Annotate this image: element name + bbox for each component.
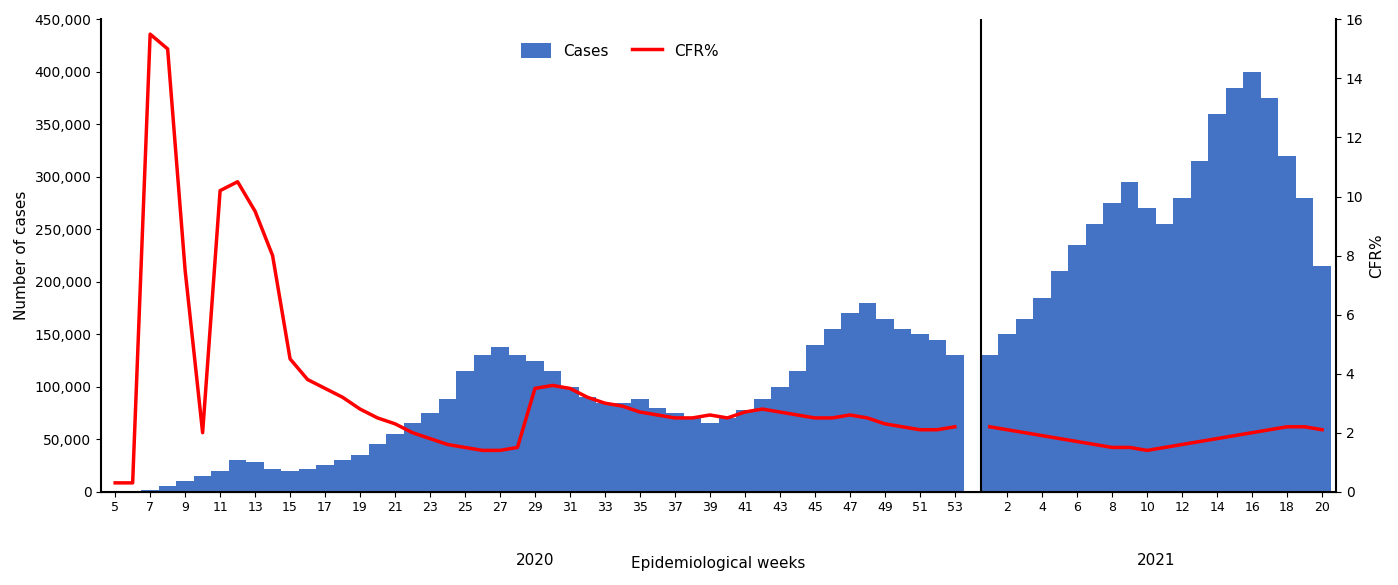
- X-axis label: Epidemiological weeks: Epidemiological weeks: [632, 556, 805, 571]
- Bar: [456, 371, 474, 492]
- Bar: [281, 471, 299, 492]
- Bar: [596, 402, 614, 492]
- Bar: [124, 491, 141, 492]
- Bar: [1068, 245, 1086, 492]
- Bar: [1261, 98, 1278, 492]
- Bar: [421, 413, 439, 492]
- Bar: [1156, 224, 1173, 492]
- Bar: [684, 418, 702, 492]
- Bar: [176, 481, 194, 492]
- Bar: [1296, 198, 1313, 492]
- Bar: [159, 487, 176, 492]
- Bar: [299, 469, 316, 492]
- Bar: [1226, 88, 1243, 492]
- Bar: [246, 462, 264, 492]
- Text: 2020: 2020: [516, 553, 554, 568]
- Bar: [264, 469, 281, 492]
- Bar: [561, 387, 579, 492]
- Bar: [316, 466, 334, 492]
- Bar: [526, 360, 544, 492]
- Bar: [928, 339, 946, 492]
- Bar: [1051, 271, 1068, 492]
- Bar: [737, 410, 754, 492]
- Bar: [1243, 72, 1261, 492]
- Bar: [981, 355, 998, 492]
- Bar: [877, 319, 893, 492]
- Bar: [858, 303, 877, 492]
- Bar: [1121, 182, 1138, 492]
- Y-axis label: CFR%: CFR%: [1369, 233, 1384, 278]
- Bar: [1278, 156, 1296, 492]
- Bar: [1208, 114, 1226, 492]
- Bar: [211, 471, 229, 492]
- Bar: [1086, 224, 1103, 492]
- Y-axis label: Number of cases: Number of cases: [14, 191, 29, 320]
- Bar: [386, 434, 404, 492]
- Bar: [369, 445, 386, 492]
- Bar: [823, 329, 842, 492]
- Bar: [807, 345, 823, 492]
- Bar: [141, 490, 159, 492]
- Bar: [911, 334, 928, 492]
- Bar: [772, 387, 788, 492]
- Bar: [667, 413, 684, 492]
- Bar: [229, 460, 246, 492]
- Bar: [544, 371, 561, 492]
- Bar: [474, 355, 491, 492]
- Bar: [998, 334, 1016, 492]
- Bar: [491, 347, 509, 492]
- Bar: [334, 460, 351, 492]
- Legend: Cases, CFR%: Cases, CFR%: [514, 36, 726, 65]
- Bar: [649, 408, 667, 492]
- Text: 2021: 2021: [1137, 553, 1176, 568]
- Bar: [946, 355, 963, 492]
- Bar: [1016, 319, 1033, 492]
- Bar: [1191, 161, 1208, 492]
- Bar: [842, 314, 858, 492]
- Bar: [788, 371, 807, 492]
- Bar: [754, 400, 772, 492]
- Bar: [351, 455, 369, 492]
- Bar: [630, 400, 649, 492]
- Bar: [893, 329, 911, 492]
- Bar: [1313, 266, 1331, 492]
- Bar: [719, 418, 737, 492]
- Bar: [1138, 208, 1156, 492]
- Bar: [439, 400, 456, 492]
- Bar: [404, 424, 421, 492]
- Bar: [579, 397, 596, 492]
- Bar: [1033, 298, 1051, 492]
- Bar: [509, 355, 526, 492]
- Bar: [1173, 198, 1191, 492]
- Bar: [1103, 203, 1121, 492]
- Bar: [614, 402, 630, 492]
- Bar: [194, 476, 211, 492]
- Bar: [702, 424, 719, 492]
